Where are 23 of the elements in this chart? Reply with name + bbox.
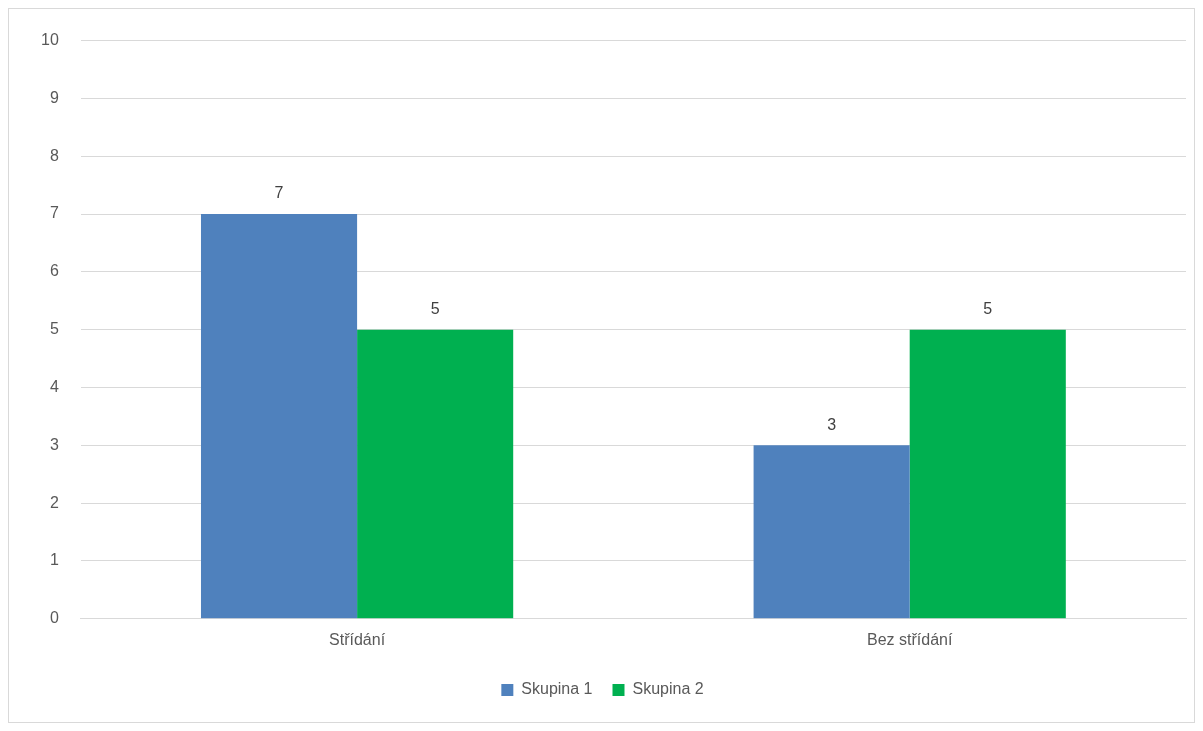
x-tick-label: Střídání [329,630,386,648]
bar [753,445,910,619]
y-tick-label: 4 [49,377,59,395]
legend-label: Skupina 2 [632,680,704,698]
y-tick-label: 1 [49,551,59,569]
data-label: 5 [983,300,993,318]
data-label: 7 [274,184,284,202]
legend-label: Skupina 1 [521,680,593,698]
y-tick-label: 3 [49,435,59,453]
data-label: 3 [827,415,837,433]
y-tick-label: 7 [49,204,59,222]
y-tick-label: 8 [49,146,59,164]
bar [357,329,514,619]
y-tick-label: 5 [49,320,59,338]
bar [909,329,1066,619]
y-tick-label: 6 [49,262,59,280]
y-tick-label: 9 [49,88,59,106]
y-tick-label: 0 [49,609,59,627]
y-tick-label: 10 [41,31,59,49]
x-tick-label: Bez střídání [867,630,953,648]
data-label: 5 [430,300,440,318]
bar [200,214,358,619]
y-tick-label: 2 [49,493,59,511]
